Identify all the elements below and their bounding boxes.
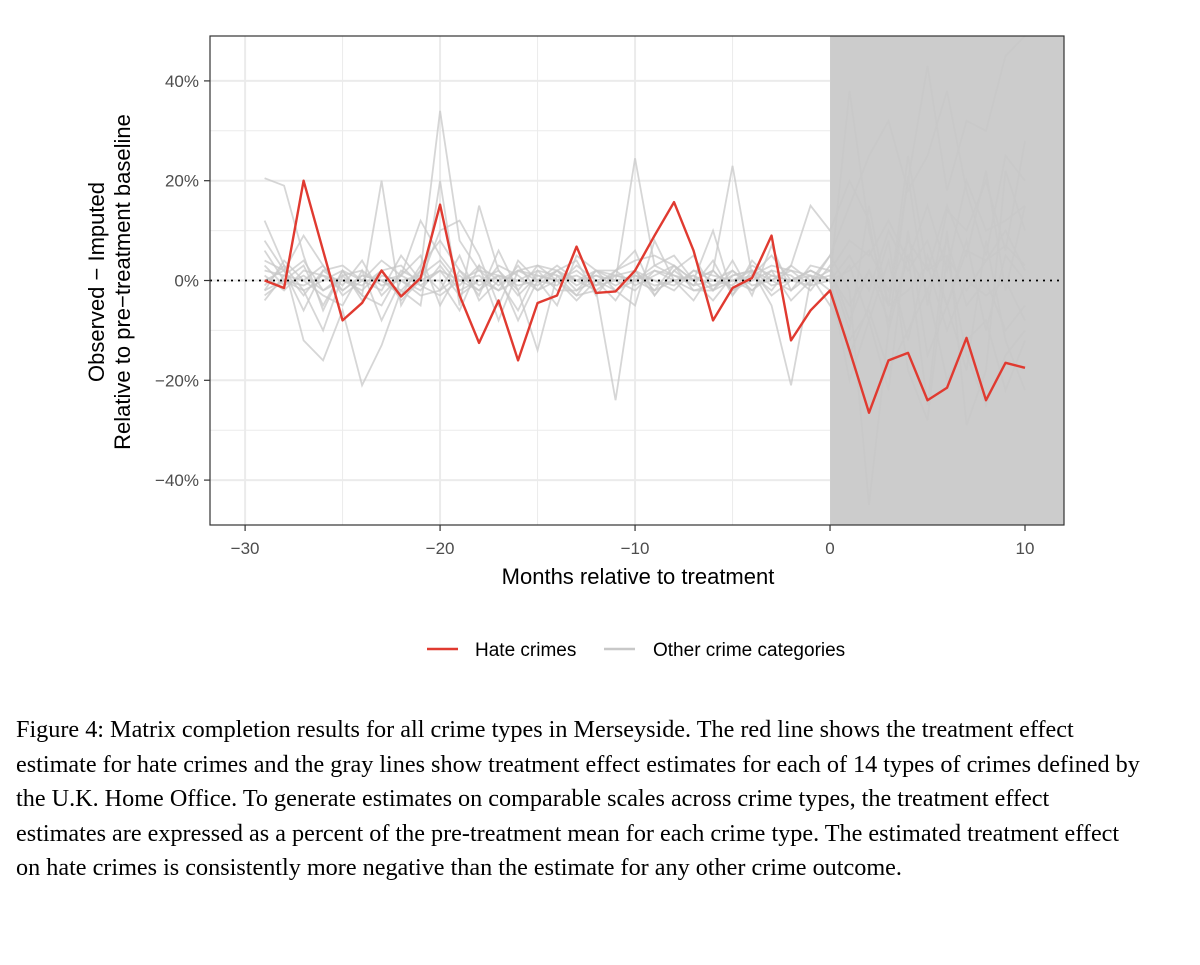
other-crime-series-line — [264, 35, 1026, 323]
figure: −40% −20% 0% 20% 40% −30 −20 −10 0 10 Months rel… — [84, 35, 1065, 661]
y-tick-label: 0% — [174, 272, 199, 291]
x-axis-title: Months relative to treatment — [502, 564, 775, 589]
y-tick-label: −20% — [155, 371, 199, 390]
hate-crimes-series-line — [264, 179, 1026, 414]
other-crime-series-line — [264, 90, 1026, 297]
y-tick-label: 40% — [165, 72, 199, 91]
figure-caption: Figure 4: Matrix completion results for … — [16, 716, 1140, 881]
y-axis-title-line2: Relative to pre−treatment baseline — [110, 114, 135, 450]
x-tick-label: −10 — [621, 539, 650, 558]
legend-other-categories-label: Other crime categories — [653, 640, 845, 661]
x-tick-label: −30 — [231, 539, 260, 558]
y-tick-label: −40% — [155, 471, 199, 490]
legend: Hate crimes Other crime categories — [427, 640, 845, 661]
legend-hate-crimes-label: Hate crimes — [475, 640, 576, 661]
x-tick-label: −20 — [426, 539, 455, 558]
x-tick-label: 10 — [1016, 539, 1035, 558]
y-axis-title-line1: Observed − Imputed — [84, 182, 109, 382]
other-crime-series-line — [263, 170, 1026, 506]
x-tick-label: 0 — [825, 539, 834, 558]
chart: −40% −20% 0% 20% 40% −30 −20 −10 0 10 Months rel… — [84, 35, 1065, 661]
y-axis-ticks: −40% −20% 0% 20% 40% — [155, 72, 210, 490]
y-tick-label: 20% — [165, 172, 199, 191]
x-axis-ticks: −30 −20 −10 0 10 — [231, 525, 1035, 558]
